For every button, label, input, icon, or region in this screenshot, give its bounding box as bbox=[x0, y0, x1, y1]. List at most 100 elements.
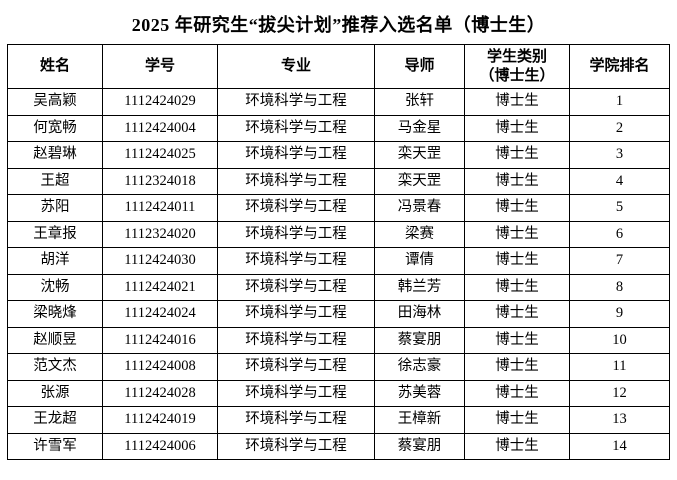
cell-student-id: 1112324020 bbox=[102, 220, 218, 248]
cell-college-rank: 12 bbox=[569, 379, 670, 407]
cell-name: 赵碧琳 bbox=[7, 141, 103, 169]
table-row: 苏阳 1112424011 环境科学与工程 冯景春 博士生 5 bbox=[7, 194, 670, 222]
cell-name: 梁晓烽 bbox=[7, 300, 103, 328]
cell-student-id: 1112424016 bbox=[102, 326, 218, 354]
cell-advisor: 蔡宴朋 bbox=[374, 326, 465, 354]
cell-college-rank: 13 bbox=[569, 406, 670, 434]
cell-advisor: 冯景春 bbox=[374, 194, 465, 222]
table-row: 沈畅 1112424021 环境科学与工程 韩兰芳 博士生 8 bbox=[7, 273, 670, 301]
cell-advisor: 张轩 bbox=[374, 88, 465, 116]
cell-college-rank: 14 bbox=[569, 432, 670, 460]
cell-name: 张源 bbox=[7, 379, 103, 407]
cell-name: 赵顺昱 bbox=[7, 326, 103, 354]
table-row: 王章报 1112324020 环境科学与工程 梁赛 博士生 6 bbox=[7, 220, 670, 248]
cell-student-id: 1112424028 bbox=[102, 379, 218, 407]
cell-college-rank: 7 bbox=[569, 247, 670, 275]
cell-college-rank: 5 bbox=[569, 194, 670, 222]
cell-category: 博士生 bbox=[464, 406, 570, 434]
cell-category: 博士生 bbox=[464, 220, 570, 248]
cell-category: 博士生 bbox=[464, 114, 570, 142]
roster-table: 姓名 学号 专业 导师 学生类别 （博士生） 学院排名 吴高颖 111242402… bbox=[7, 44, 670, 460]
column-header-category: 学生类别 （博士生） bbox=[464, 44, 570, 89]
cell-advisor: 苏美蓉 bbox=[374, 379, 465, 407]
cell-category: 博士生 bbox=[464, 353, 570, 381]
cell-major: 环境科学与工程 bbox=[217, 194, 375, 222]
cell-major: 环境科学与工程 bbox=[217, 300, 375, 328]
cell-major: 环境科学与工程 bbox=[217, 432, 375, 460]
cell-student-id: 1112424019 bbox=[102, 406, 218, 434]
cell-advisor: 梁赛 bbox=[374, 220, 465, 248]
table-row: 吴高颖 1112424029 环境科学与工程 张轩 博士生 1 bbox=[7, 88, 670, 116]
cell-college-rank: 11 bbox=[569, 353, 670, 381]
cell-student-id: 1112424025 bbox=[102, 141, 218, 169]
cell-student-id: 1112324018 bbox=[102, 167, 218, 195]
cell-category: 博士生 bbox=[464, 379, 570, 407]
table-body: 吴高颖 1112424029 环境科学与工程 张轩 博士生 1 何宽畅 1112424004 环… bbox=[7, 88, 670, 460]
cell-major: 环境科学与工程 bbox=[217, 326, 375, 354]
cell-major: 环境科学与工程 bbox=[217, 167, 375, 195]
cell-major: 环境科学与工程 bbox=[217, 247, 375, 275]
table-row: 范文杰 1112424008 环境科学与工程 徐志豪 博士生 11 bbox=[7, 353, 670, 381]
column-header-major: 专业 bbox=[217, 44, 375, 89]
table-row: 张源 1112424028 环境科学与工程 苏美蓉 博士生 12 bbox=[7, 379, 670, 407]
cell-name: 王超 bbox=[7, 167, 103, 195]
cell-name: 苏阳 bbox=[7, 194, 103, 222]
column-header-student-id: 学号 bbox=[102, 44, 218, 89]
cell-college-rank: 2 bbox=[569, 114, 670, 142]
cell-name: 王龙超 bbox=[7, 406, 103, 434]
table-row: 王龙超 1112424019 环境科学与工程 王樟新 博士生 13 bbox=[7, 406, 670, 434]
cell-name: 何宽畅 bbox=[7, 114, 103, 142]
column-header-name: 姓名 bbox=[7, 44, 103, 89]
table-row: 梁晓烽 1112424024 环境科学与工程 田海林 博士生 9 bbox=[7, 300, 670, 328]
cell-college-rank: 4 bbox=[569, 167, 670, 195]
cell-advisor: 徐志豪 bbox=[374, 353, 465, 381]
cell-name: 吴高颖 bbox=[7, 88, 103, 116]
cell-name: 许雪军 bbox=[7, 432, 103, 460]
cell-major: 环境科学与工程 bbox=[217, 273, 375, 301]
cell-college-rank: 9 bbox=[569, 300, 670, 328]
cell-major: 环境科学与工程 bbox=[217, 141, 375, 169]
table-row: 胡洋 1112424030 环境科学与工程 谭倩 博士生 7 bbox=[7, 247, 670, 275]
cell-student-id: 1112424029 bbox=[102, 88, 218, 116]
cell-category: 博士生 bbox=[464, 141, 570, 169]
cell-advisor: 马金星 bbox=[374, 114, 465, 142]
cell-name: 沈畅 bbox=[7, 273, 103, 301]
table-row: 许雪军 1112424006 环境科学与工程 蔡宴朋 博士生 14 bbox=[7, 432, 670, 460]
cell-major: 环境科学与工程 bbox=[217, 88, 375, 116]
cell-student-id: 1112424030 bbox=[102, 247, 218, 275]
table-row: 赵碧琳 1112424025 环境科学与工程 栾天罡 博士生 3 bbox=[7, 141, 670, 169]
cell-category: 博士生 bbox=[464, 432, 570, 460]
table-row: 赵顺昱 1112424016 环境科学与工程 蔡宴朋 博士生 10 bbox=[7, 326, 670, 354]
cell-student-id: 1112424024 bbox=[102, 300, 218, 328]
cell-advisor: 栾天罡 bbox=[374, 141, 465, 169]
table-header-row: 姓名 学号 专业 导师 学生类别 （博士生） 学院排名 bbox=[7, 44, 670, 89]
cell-college-rank: 3 bbox=[569, 141, 670, 169]
cell-student-id: 1112424008 bbox=[102, 353, 218, 381]
cell-category: 博士生 bbox=[464, 300, 570, 328]
cell-college-rank: 8 bbox=[569, 273, 670, 301]
cell-category: 博士生 bbox=[464, 273, 570, 301]
cell-advisor: 田海林 bbox=[374, 300, 465, 328]
cell-category: 博士生 bbox=[464, 167, 570, 195]
cell-category: 博士生 bbox=[464, 247, 570, 275]
cell-name: 王章报 bbox=[7, 220, 103, 248]
cell-college-rank: 1 bbox=[569, 88, 670, 116]
cell-major: 环境科学与工程 bbox=[217, 379, 375, 407]
cell-student-id: 1112424011 bbox=[102, 194, 218, 222]
column-header-advisor: 导师 bbox=[374, 44, 465, 89]
page-title: 2025 年研究生“拔尖计划”推荐入选名单（博士生） bbox=[131, 15, 546, 35]
cell-major: 环境科学与工程 bbox=[217, 406, 375, 434]
table-row: 王超 1112324018 环境科学与工程 栾天罡 博士生 4 bbox=[7, 167, 670, 195]
cell-category: 博士生 bbox=[464, 326, 570, 354]
column-header-category-line1: 学生类别 bbox=[486, 48, 547, 65]
cell-advisor: 谭倩 bbox=[374, 247, 465, 275]
cell-student-id: 1112424006 bbox=[102, 432, 218, 460]
cell-name: 胡洋 bbox=[7, 247, 103, 275]
cell-name: 范文杰 bbox=[7, 353, 103, 381]
column-header-college-rank: 学院排名 bbox=[569, 44, 670, 89]
cell-college-rank: 6 bbox=[569, 220, 670, 248]
cell-student-id: 1112424021 bbox=[102, 273, 218, 301]
cell-advisor: 韩兰芳 bbox=[374, 273, 465, 301]
cell-advisor: 栾天罡 bbox=[374, 167, 465, 195]
